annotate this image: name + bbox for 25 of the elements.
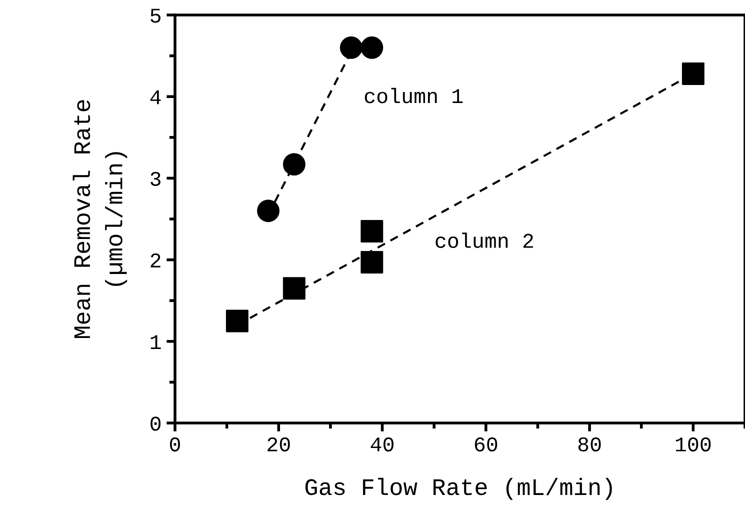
x-tick-label: 100 xyxy=(676,437,711,452)
y-tick-label: 1 xyxy=(150,335,161,349)
point xyxy=(282,277,306,300)
series-label: column 1 xyxy=(364,88,463,104)
y-tick-label: 4 xyxy=(150,90,161,104)
x-tick-label: 0 xyxy=(170,437,180,452)
x-tick-label: 40 xyxy=(370,437,394,452)
point xyxy=(340,36,362,59)
y-tick-label: 2 xyxy=(150,253,160,268)
point xyxy=(360,220,384,242)
point xyxy=(360,36,384,59)
y-tick-label: 0 xyxy=(150,416,161,431)
y-tick-label: 5 xyxy=(150,8,160,23)
x-axis-title: Gas Flow Rate (mL/min) xyxy=(305,478,612,500)
y-tick-label: 3 xyxy=(150,172,160,186)
x-tick-label: 20 xyxy=(268,437,290,452)
point xyxy=(682,62,704,85)
y-axis-title: Mean Removal Rate (µmol/min) xyxy=(72,100,128,338)
x-tick-label: 80 xyxy=(578,437,601,452)
point xyxy=(257,200,280,222)
point xyxy=(226,310,248,332)
point xyxy=(282,153,306,176)
text: column 2 xyxy=(436,232,533,248)
x-tick-label: 60 xyxy=(474,437,498,452)
point xyxy=(360,251,384,274)
